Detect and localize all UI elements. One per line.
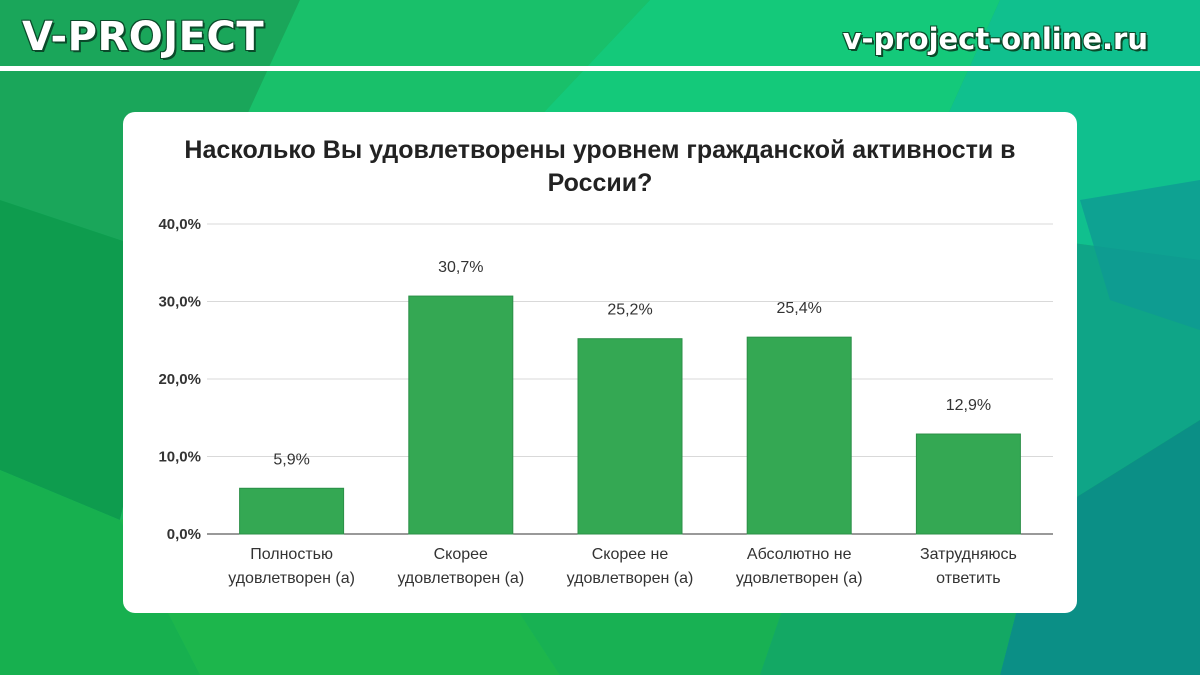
header-divider: [0, 66, 1200, 71]
x-tick-label: Полностью: [250, 546, 333, 563]
x-tick-label: удовлетворен (а): [567, 570, 694, 587]
bar: [915, 433, 1021, 535]
chart-card: 0,0% 10,0% 20,0% 30,0% 40,0% 5,9% Полностью удо…: [123, 112, 1077, 613]
x-tick-label: удовлетворен (а): [397, 570, 524, 587]
data-label: 30,7%: [438, 259, 483, 276]
chart-title-line-1: Насколько Вы удовлетворены уровнем гражд…: [184, 136, 1016, 164]
x-tick-label: Абсолютно не: [747, 546, 852, 563]
bar-chart: 0,0% 10,0% 20,0% 30,0% 40,0% 5,9% Полностью удо…: [158, 216, 1053, 587]
chart-title-line-2: России?: [547, 169, 653, 197]
x-tick-label: Скорее не: [592, 546, 669, 563]
x-tick-label: ответить: [936, 570, 1001, 587]
bar: [408, 295, 514, 535]
site-url: v-project-online.ru: [842, 22, 1148, 56]
y-tick-label: 0,0%: [167, 526, 201, 543]
x-tick-label: удовлетворен (а): [736, 570, 863, 587]
data-label: 25,2%: [607, 302, 652, 319]
y-tick-label: 30,0%: [158, 294, 201, 311]
x-tick-label: Скорее: [434, 546, 488, 563]
bar: [577, 338, 683, 535]
y-tick-label: 10,0%: [158, 449, 201, 466]
y-tick-label: 20,0%: [158, 371, 201, 388]
bar: [746, 336, 852, 535]
chart-title: Насколько Вы удовлетворены уровнем гражд…: [123, 134, 1077, 200]
x-tick-label: Затрудняюсь: [920, 546, 1017, 563]
bar: [239, 487, 345, 535]
x-tick-label: удовлетворен (а): [228, 570, 355, 587]
data-label: 5,9%: [273, 451, 309, 468]
data-label: 12,9%: [946, 397, 991, 414]
y-tick-label: 40,0%: [158, 216, 201, 233]
brand-logo-text: V-PROJECT: [22, 14, 265, 60]
data-label: 25,4%: [777, 300, 822, 317]
